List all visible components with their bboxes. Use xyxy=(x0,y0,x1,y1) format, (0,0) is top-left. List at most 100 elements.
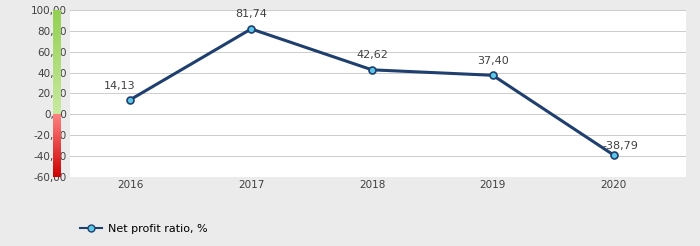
Bar xyxy=(53,60,61,62)
Bar xyxy=(53,169,61,171)
Bar xyxy=(53,137,61,138)
Bar xyxy=(53,161,61,162)
Bar xyxy=(53,97,61,100)
Bar xyxy=(53,83,61,85)
Bar xyxy=(53,110,61,112)
Legend: Net profit ratio, %: Net profit ratio, % xyxy=(76,219,212,238)
Bar xyxy=(53,173,61,175)
Bar xyxy=(53,95,61,98)
Bar xyxy=(53,64,61,66)
Bar xyxy=(53,33,61,35)
Bar xyxy=(53,117,61,118)
Bar xyxy=(53,39,61,41)
Bar xyxy=(53,66,61,68)
Bar xyxy=(53,144,61,146)
Bar xyxy=(53,172,61,173)
Bar xyxy=(53,168,61,169)
Bar xyxy=(53,127,61,128)
Text: 42,62: 42,62 xyxy=(356,50,388,60)
Bar xyxy=(53,132,61,133)
Bar xyxy=(53,70,61,73)
Bar xyxy=(53,114,61,116)
Bar xyxy=(53,138,61,139)
Bar xyxy=(53,125,61,127)
Bar xyxy=(53,49,61,52)
Bar xyxy=(53,140,61,142)
Bar xyxy=(53,54,61,56)
Bar xyxy=(53,164,61,166)
Bar xyxy=(53,31,61,33)
Bar xyxy=(53,51,61,54)
Bar xyxy=(53,18,61,20)
Bar xyxy=(53,162,61,163)
Bar xyxy=(53,115,61,117)
Bar xyxy=(53,24,61,27)
Bar xyxy=(53,146,61,147)
Bar xyxy=(53,134,61,136)
Bar xyxy=(53,72,61,75)
Bar xyxy=(53,163,61,165)
Bar xyxy=(53,29,61,31)
Bar xyxy=(53,75,61,77)
Text: -38,79: -38,79 xyxy=(603,141,638,151)
Bar xyxy=(53,176,61,177)
Bar xyxy=(53,100,61,102)
Bar xyxy=(53,149,61,151)
Bar xyxy=(53,35,61,37)
Bar xyxy=(53,133,61,135)
Bar xyxy=(53,129,61,131)
Bar xyxy=(53,91,61,93)
Bar xyxy=(53,45,61,47)
Bar xyxy=(53,153,61,154)
Bar xyxy=(53,58,61,60)
Bar xyxy=(53,167,61,168)
Bar xyxy=(53,122,61,123)
Bar xyxy=(53,159,61,161)
Bar xyxy=(53,118,61,119)
Bar xyxy=(53,157,61,158)
Bar xyxy=(53,154,61,156)
Bar xyxy=(53,136,61,137)
Bar xyxy=(53,26,61,29)
Bar xyxy=(53,104,61,106)
Bar xyxy=(53,139,61,141)
Bar xyxy=(53,56,61,58)
Bar xyxy=(53,47,61,50)
Bar xyxy=(53,62,61,64)
Bar xyxy=(53,152,61,153)
Bar xyxy=(53,158,61,160)
Bar xyxy=(53,119,61,121)
Text: 37,40: 37,40 xyxy=(477,56,509,66)
Bar xyxy=(53,87,61,89)
Bar xyxy=(53,12,61,14)
Bar xyxy=(53,166,61,167)
Text: 81,74: 81,74 xyxy=(235,9,267,19)
Bar xyxy=(53,43,61,45)
Bar xyxy=(53,156,61,157)
Bar xyxy=(53,108,61,110)
Bar xyxy=(53,22,61,25)
Bar xyxy=(53,85,61,87)
Bar xyxy=(53,106,61,108)
Bar xyxy=(53,123,61,124)
Bar xyxy=(53,20,61,22)
Bar xyxy=(53,93,61,96)
Bar xyxy=(53,41,61,43)
Bar xyxy=(53,124,61,126)
Bar xyxy=(53,37,61,39)
Bar xyxy=(53,174,61,176)
Bar xyxy=(53,89,61,91)
Bar xyxy=(53,10,61,12)
Bar xyxy=(53,147,61,148)
Bar xyxy=(53,14,61,16)
Bar xyxy=(53,16,61,18)
Bar xyxy=(53,151,61,152)
Bar xyxy=(53,81,61,83)
Bar xyxy=(53,131,61,132)
Bar xyxy=(53,142,61,143)
Bar xyxy=(53,171,61,172)
Text: 14,13: 14,13 xyxy=(104,81,135,91)
Bar xyxy=(53,148,61,150)
Bar xyxy=(53,79,61,81)
Bar xyxy=(53,68,61,70)
